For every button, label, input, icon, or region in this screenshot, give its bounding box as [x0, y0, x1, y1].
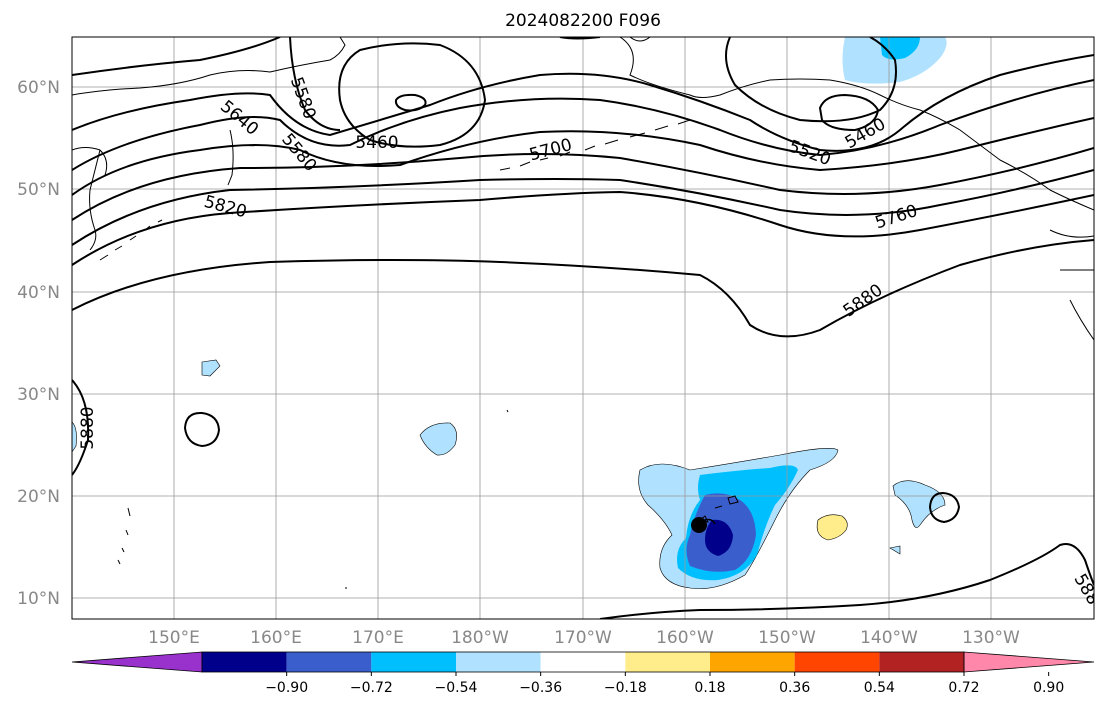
- lat-label: 50°N: [17, 180, 60, 200]
- lon-label: 180°W: [451, 628, 509, 648]
- anomaly-light-blue-small: [889, 545, 901, 555]
- colorbar-segment: [710, 652, 795, 672]
- colorbar-tick-label: 0.36: [779, 680, 810, 696]
- colorbar-tick-label: 0.18: [694, 680, 725, 696]
- map-frame: [71, 36, 1095, 620]
- colorbar: −0.90 −0.72 −0.54 −0.36 −0.18 0.18 0.36 0.54 0.7…: [71, 651, 1095, 696]
- colorbar-segment: [625, 652, 710, 672]
- contour-label: 5760: [873, 201, 920, 233]
- lat-label: 10°N: [17, 589, 60, 609]
- colorbar-tick-label: 0.90: [1033, 680, 1064, 696]
- longitude-labels: 150°E 160°E 170°E 180°W 170°W 160°W 150°…: [148, 628, 1020, 648]
- contour-label: 5700: [527, 135, 574, 166]
- anomaly-light-blue-33n: [201, 359, 221, 377]
- colorbar-segment: [456, 652, 541, 672]
- contour-label: 588: [1070, 570, 1104, 608]
- lon-label: 140°W: [860, 628, 918, 648]
- height-contours: [72, 37, 1094, 619]
- colorbar-segment: [371, 652, 456, 672]
- lon-label: 160°W: [656, 628, 714, 648]
- anomaly-light-blue-west: [72, 421, 77, 453]
- colorbar-extend-high: [963, 651, 1095, 673]
- colorbar-segment: [202, 652, 287, 672]
- map-title: 2024082200 F096: [505, 11, 661, 31]
- colorbar-tick-label: −0.18: [604, 680, 647, 696]
- anomaly-shading: [72, 37, 947, 589]
- contour-label: 5460: [355, 133, 398, 153]
- contour-label: 5640: [216, 97, 262, 140]
- colorbar-segment: [879, 652, 964, 672]
- map-area: 5460 5460 5520 5580 5640 5580 5700 5760 …: [72, 37, 1104, 619]
- storm-marker: [691, 517, 707, 533]
- contour-label: 5580: [286, 75, 320, 122]
- colorbar-segment: [286, 652, 372, 672]
- contour-label: 5580: [277, 130, 320, 176]
- colorbar-tick-label: 0.54: [864, 680, 895, 696]
- lon-label: 130°W: [962, 628, 1020, 648]
- contour-label: 5880: [840, 280, 887, 321]
- anomaly-light-blue-25n: [419, 422, 457, 456]
- lat-label: 60°N: [17, 78, 60, 98]
- lon-label: 170°W: [554, 628, 612, 648]
- lat-label: 40°N: [17, 283, 60, 303]
- contour-label: 5820: [202, 192, 249, 223]
- colorbar-segment: [540, 652, 626, 672]
- colorbar-tick-label: −0.36: [519, 680, 562, 696]
- anomaly-dark-blue-hawaii: [705, 519, 733, 556]
- colorbar-segment: [794, 652, 880, 672]
- contour-label: 5520: [786, 137, 833, 171]
- colorbar-tick-label: −0.72: [350, 680, 393, 696]
- lat-label: 20°N: [17, 487, 60, 507]
- anomaly-yellow-patch: [816, 514, 848, 541]
- colorbar-extend-low: [71, 651, 203, 673]
- lon-label: 150°E: [148, 628, 200, 648]
- colorbar-tick-label: −0.90: [265, 680, 308, 696]
- latitude-labels: 60°N 50°N 40°N 30°N 20°N 10°N: [17, 78, 60, 609]
- colorbar-tick-label: 0.72: [948, 680, 979, 696]
- lon-label: 160°E: [250, 628, 302, 648]
- colorbar-frame: [201, 651, 965, 673]
- lon-label: 150°W: [758, 628, 816, 648]
- lon-label: 170°E: [352, 628, 404, 648]
- lat-label: 30°N: [17, 385, 60, 405]
- colorbar-tick-label: −0.54: [435, 680, 478, 696]
- contour-label: 5880: [78, 406, 98, 449]
- anomaly-light-blue-east: [892, 480, 946, 528]
